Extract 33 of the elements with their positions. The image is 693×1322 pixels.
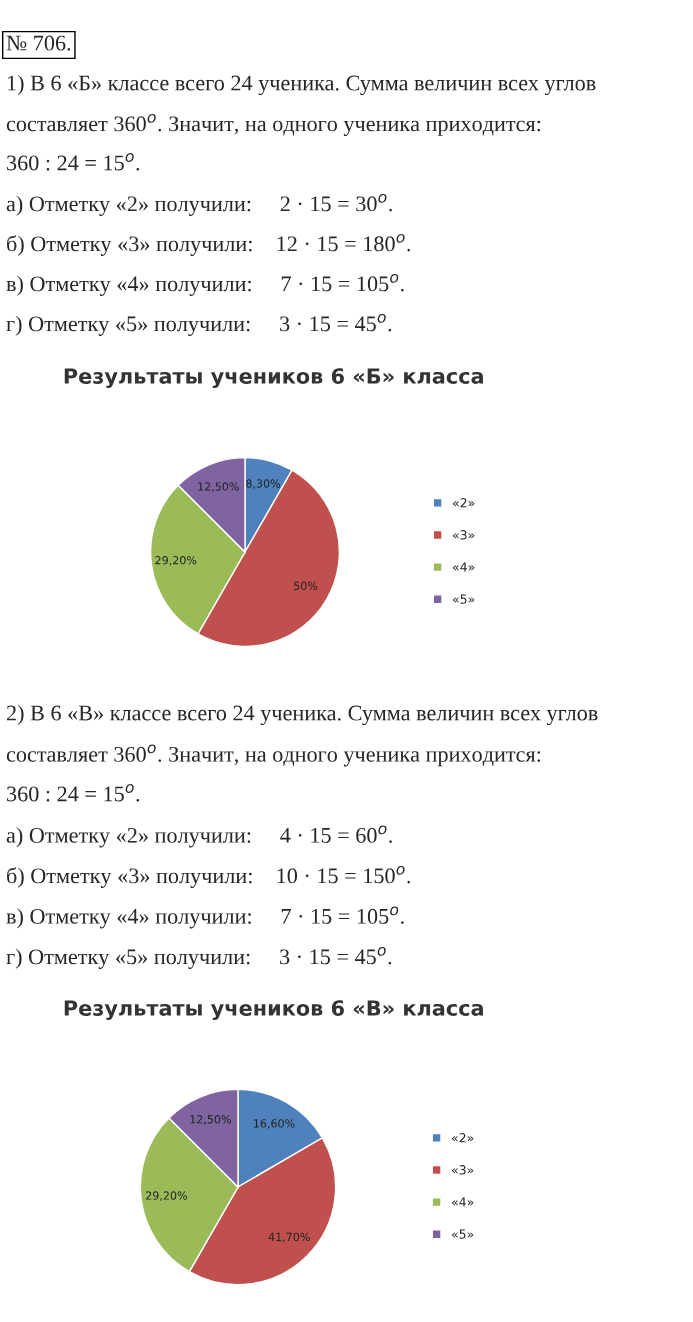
data-label: 12,50% xyxy=(190,1115,231,1125)
data-label: 29,20% xyxy=(146,1191,187,1201)
data-label: 41,70% xyxy=(268,1232,310,1243)
legend-label: «5» xyxy=(451,1229,474,1239)
data-label: 50% xyxy=(294,581,318,591)
text: составляет 360$^{o}$. Значит, на одного ученика приходится: xyxy=(6,113,541,136)
legend-label: «3» xyxy=(451,1165,474,1175)
text: 1) В 6 «Б» классе всего 24 ученика. Сумма величин всех углов xyxy=(7,74,596,96)
text: а) Отметку «2» получили: 2 · 15 = 30$^{o}$. xyxy=(6,193,392,216)
text: г) Отметку «5» получили: 3 · 15 = 45$^{o}$. xyxy=(6,946,392,969)
data-label: 12,50% xyxy=(198,482,239,492)
text: б) Отметку «3» получили: 12 · 15 = 180$^{o}$. xyxy=(7,233,411,256)
legend-label: «3» xyxy=(452,530,475,540)
legend-label: «4» xyxy=(452,562,475,572)
text: б) Отметку «3» получили: 10 · 15 = 150$^{o}$. xyxy=(7,865,411,888)
text: в) Отметку «4» получили: 7 · 15 = 105$^{o}$. xyxy=(6,273,404,296)
text: составляет 360$^{o}$. Значит, на одного ученика приходится: xyxy=(6,744,541,767)
legend-label: «2» xyxy=(451,1133,474,1143)
data-label: 29,20% xyxy=(155,556,197,566)
text: 360 : 24 = 15$^{o}$. xyxy=(7,784,140,802)
text: а) Отметку «2» получили: 4 · 15 = 60$^{o}$. xyxy=(6,825,392,848)
data-label: 16,60% xyxy=(254,1119,295,1129)
legend-label: «5» xyxy=(452,594,475,604)
chart-title: Результаты учеников 6 «В» класса xyxy=(64,1000,483,1021)
legend-label: «2» xyxy=(452,498,475,508)
data-label: 8,30% xyxy=(246,479,281,489)
text: г) Отметку «5» получили: 3 · 15 = 45$^{o}$. xyxy=(6,313,392,336)
text: № 706. xyxy=(6,35,71,51)
legend-label: «4» xyxy=(451,1197,474,1207)
text: 360 : 24 = 15$^{o}$. xyxy=(7,153,140,171)
text: 2) В 6 «В» классе всего 24 ученика. Сумма величин всех углов xyxy=(6,704,598,726)
text: в) Отметку «4» получили: 7 · 15 = 105$^{o}$. xyxy=(6,906,404,929)
chart-title: Результаты учеников 6 «Б» класса xyxy=(64,368,483,389)
